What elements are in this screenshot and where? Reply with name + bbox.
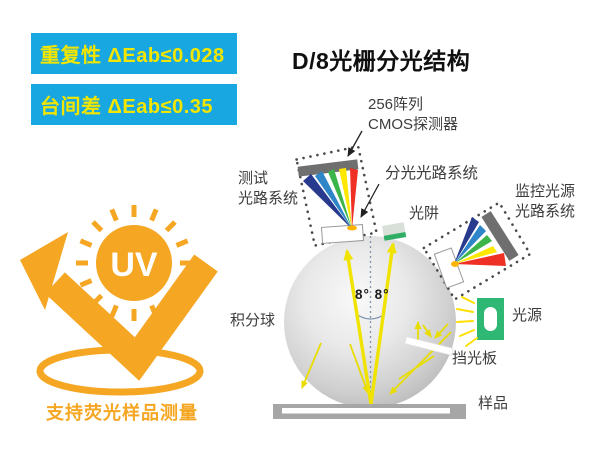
uv-label: UV <box>110 246 158 284</box>
baffle-label: 挡光板 <box>452 350 498 367</box>
diffuse-light-arrows <box>301 321 452 395</box>
spectrum-fan <box>303 168 358 231</box>
light-source-icon <box>456 296 504 347</box>
light-source-label: 光源 <box>512 307 543 324</box>
uv-check-arrow <box>20 232 218 381</box>
monitor-system-label-line2: 光路系统 <box>515 202 576 220</box>
monitor-spectrum-fan <box>451 217 506 267</box>
uv-caption: 支持荧光样品测量 <box>46 403 198 423</box>
sphere-label: 积分球 <box>230 312 276 329</box>
monitor-grating-bar <box>481 211 519 261</box>
monitor-system-label: 监控光源 光路系统 <box>515 182 575 221</box>
test-optical-system <box>294 144 379 248</box>
cmos-detector-bar <box>297 159 359 177</box>
light-trap <box>381 222 407 241</box>
detector-label-line1: 256阵列 <box>368 96 424 113</box>
measurement-beams <box>343 242 397 405</box>
test-sample-port-box <box>320 224 365 244</box>
angle-label: 8° 8° <box>355 287 390 302</box>
test-system-label-line2: 光路系统 <box>238 189 299 207</box>
monitor-system-label-line1: 监控光源 <box>515 183 576 200</box>
sample-bar <box>273 404 466 419</box>
label-leader-arrows <box>347 130 380 218</box>
uv-fluorescence-icon: UV <box>20 205 218 396</box>
monitor-optical-system <box>422 200 532 302</box>
page-title: D/8光栅分光结构 <box>292 48 471 74</box>
test-system-label-line1: 测试 <box>238 170 269 187</box>
repeatability-badge: 重复性 ΔEab≤0.028 <box>31 33 237 74</box>
baffle-plate <box>404 336 454 356</box>
test-system-label: 测试 光路系统 <box>238 169 298 208</box>
light-trap-label: 光阱 <box>409 205 440 222</box>
detector-label: 256阵列 CMOS探测器 <box>368 95 458 134</box>
sample-label: 样品 <box>478 395 509 412</box>
inter-instrument-badge: 台间差 ΔEab≤0.35 <box>31 84 237 125</box>
detector-label-line2: CMOS探测器 <box>368 115 459 133</box>
beam-split-label: 分光光路系统 <box>385 165 479 182</box>
